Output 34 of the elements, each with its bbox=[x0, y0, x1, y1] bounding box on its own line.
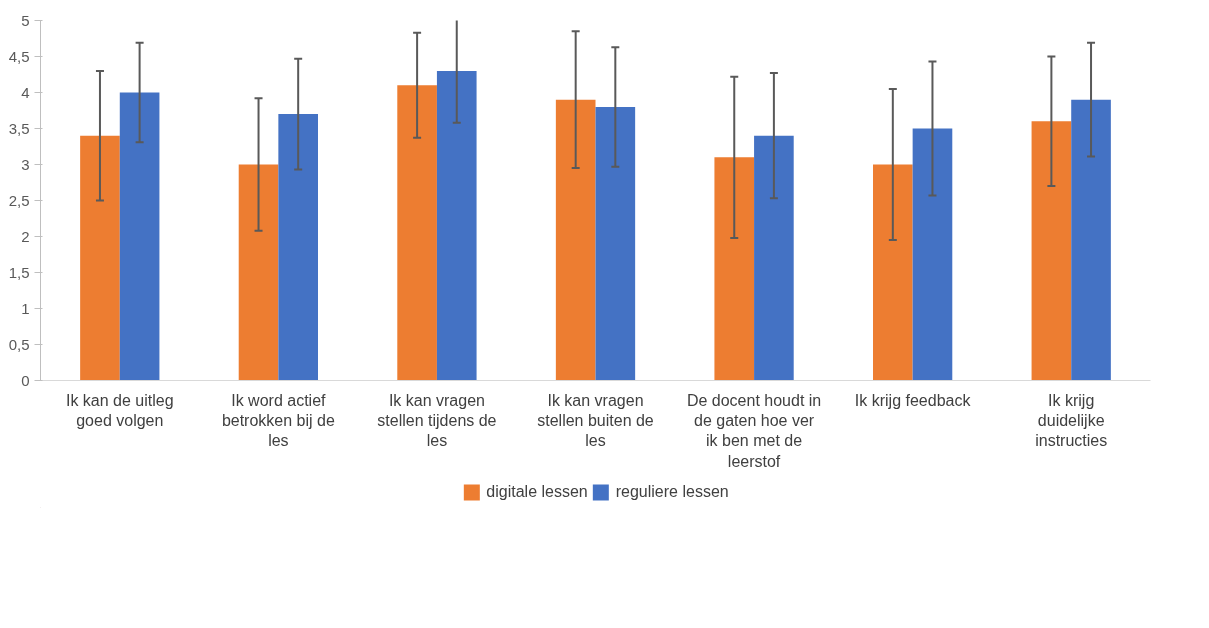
x-tick-label: Ik krijg duidelijke instructies bbox=[1035, 391, 1108, 450]
bar bbox=[1071, 99, 1111, 381]
y-tick-label: 0,5 bbox=[8, 335, 30, 353]
bar bbox=[119, 92, 160, 381]
bar bbox=[278, 114, 318, 381]
x-tick-label: Ik krijg feedback bbox=[854, 391, 972, 409]
y-tick-label: 5 bbox=[21, 11, 30, 29]
bar bbox=[436, 70, 477, 381]
y-tick-label: 2,5 bbox=[8, 191, 30, 209]
bar bbox=[80, 135, 120, 381]
y-tick-label: 1 bbox=[21, 299, 30, 317]
x-tick-label: De docent houdt in de gaten hoe ver ik ben met de leerstof bbox=[686, 391, 822, 470]
legend-label: digitale lessen bbox=[486, 483, 588, 501]
bar bbox=[555, 99, 596, 381]
bar bbox=[238, 164, 279, 381]
y-tick-label: 4,5 bbox=[8, 47, 30, 65]
y-tick-label: 3,5 bbox=[8, 119, 30, 137]
bar bbox=[1031, 121, 1072, 381]
y-tick-label: 3 bbox=[21, 155, 30, 173]
bar bbox=[873, 164, 913, 381]
y-tick-label: 4 bbox=[21, 83, 30, 101]
y-tick-label: 2 bbox=[21, 227, 30, 245]
bar bbox=[397, 85, 437, 381]
y-tick-label: 0 bbox=[21, 371, 30, 389]
x-tick-label: Ik word actief betrokken bij de les bbox=[221, 391, 335, 450]
y-tick-label: 1,5 bbox=[8, 263, 30, 281]
x-tick-label: Ik kan vragen stellen tijdens de les bbox=[377, 391, 497, 450]
legend-label: reguliere lessen bbox=[615, 483, 729, 501]
bar bbox=[714, 157, 755, 381]
bar bbox=[754, 135, 794, 381]
bar bbox=[912, 128, 953, 381]
bar bbox=[595, 106, 636, 381]
x-tick-label: Ik kan de uitleg goed volgen bbox=[65, 391, 174, 429]
x-tick-label: Ik kan vragen stellen buiten de les bbox=[537, 391, 654, 450]
